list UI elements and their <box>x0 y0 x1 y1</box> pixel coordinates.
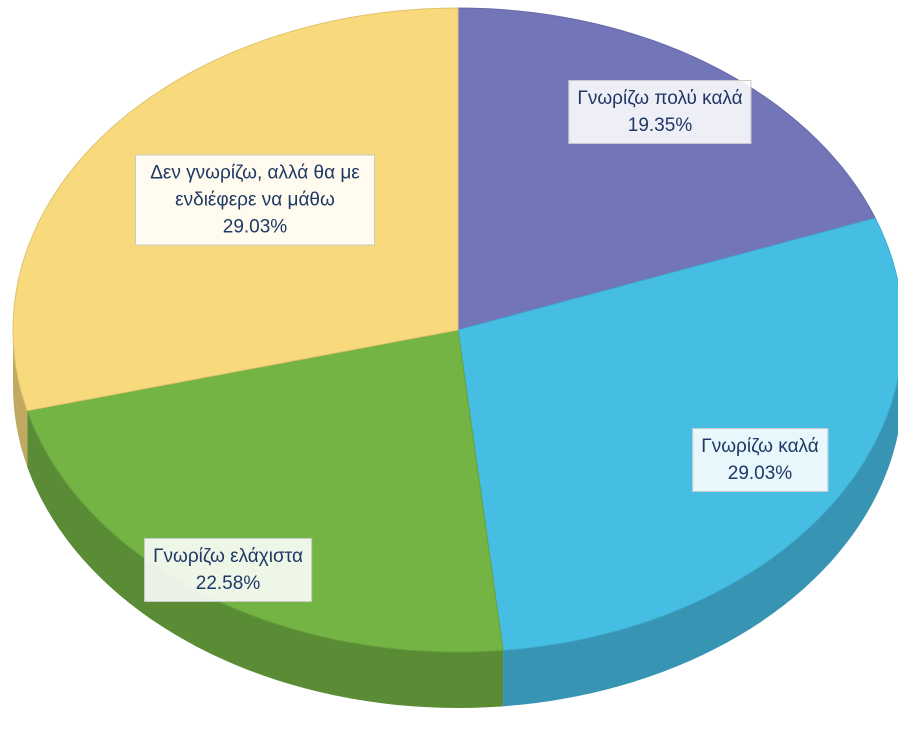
category-label: Γνωρίζω ελάχιστα <box>153 546 303 567</box>
slice <box>457 217 898 707</box>
data-label: Γνωρίζω πολύ καλά 19.35% <box>568 80 752 144</box>
slice <box>26 329 504 708</box>
category-label: Γνωρίζω πολύ καλά <box>577 88 743 109</box>
value-label: 19.35% <box>627 115 693 136</box>
value-label: 22.58% <box>195 573 261 594</box>
category-label: Γνωρίζω καλά <box>701 436 819 457</box>
data-label: Δεν γνωρίζω, αλλά θα με ενδιέφερε να μάθ… <box>135 154 375 246</box>
value-label: 29.03% <box>727 463 793 484</box>
slice-side <box>13 330 28 467</box>
slice-top <box>457 217 898 651</box>
slice <box>457 7 877 331</box>
slice-side <box>503 377 898 707</box>
data-label: Γνωρίζω καλά 29.03% <box>692 428 828 492</box>
slice-top <box>457 7 877 331</box>
category-label: Δεν γνωρίζω, αλλά θα με ενδιέφερε να μάθ… <box>150 162 360 211</box>
data-label: Γνωρίζω ελάχιστα 22.58% <box>144 538 312 602</box>
slice-side <box>27 410 504 708</box>
value-label: 29.03% <box>222 216 288 238</box>
